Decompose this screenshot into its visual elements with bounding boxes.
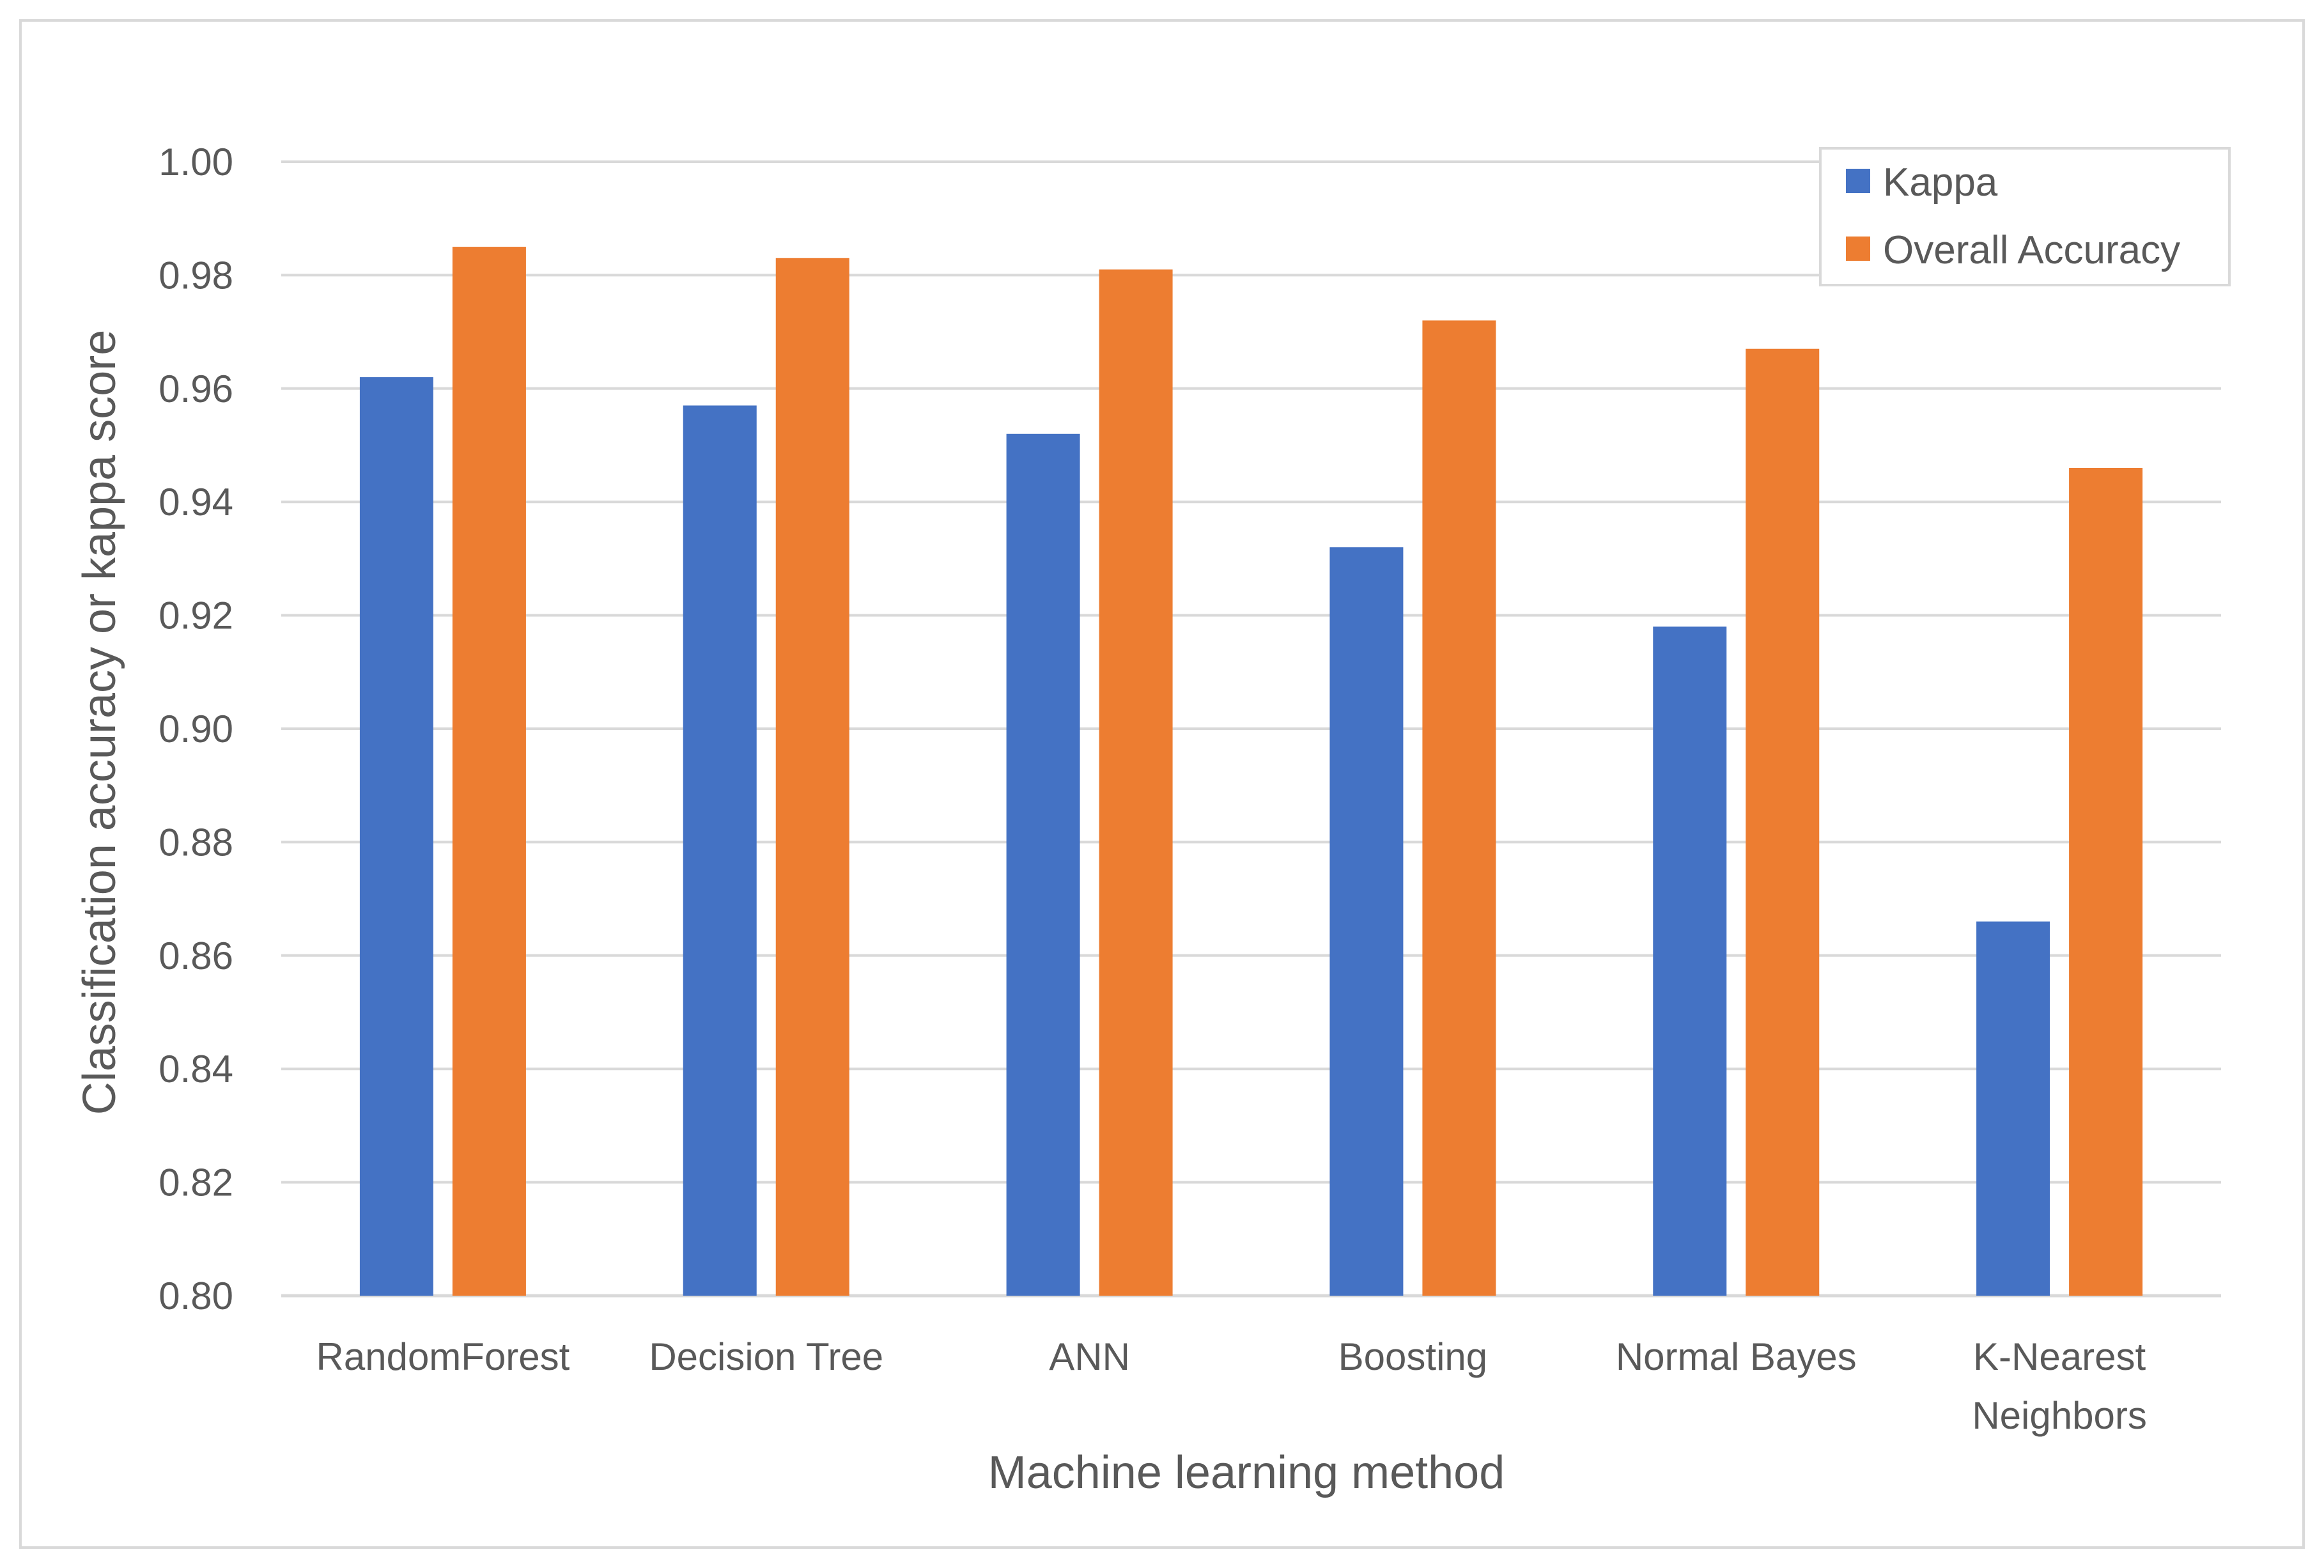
- bar-overall-accuracy-4: [1746, 348, 1820, 1296]
- legend-swatch-kappa: [1846, 169, 1870, 193]
- bar-kappa-1: [683, 405, 757, 1296]
- bars: [359, 247, 2143, 1296]
- gridlines: [281, 160, 2221, 1298]
- legend-label-overall-accuracy: Overall Accuracy: [1883, 228, 2180, 272]
- bar-overall-accuracy-0: [452, 247, 526, 1296]
- y-tick-label: 0.94: [159, 481, 233, 524]
- bar-kappa-5: [1976, 921, 2050, 1296]
- legend-box: [1819, 147, 2231, 286]
- legend: Kappa Overall Accuracy: [1819, 147, 2231, 286]
- x-category-label: K-Nearest: [1973, 1335, 2146, 1378]
- x-category-label: Decision Tree: [649, 1335, 883, 1378]
- y-tick-label: 0.96: [159, 368, 233, 410]
- bar-overall-accuracy-2: [1099, 269, 1173, 1296]
- bar-kappa-3: [1329, 547, 1404, 1296]
- x-category-label: RandomForest: [316, 1335, 570, 1378]
- y-axis-title: Classification accuracy or kappa score: [74, 330, 125, 1115]
- y-tick-label: 0.90: [159, 708, 233, 750]
- y-tick-label: 0.84: [159, 1048, 233, 1091]
- bar-overall-accuracy-3: [1422, 320, 1496, 1296]
- y-tick-labels: 0.80 0.82 0.84 0.86 0.88 0.90 0.92 0.94 0.96 0.98…: [159, 141, 233, 1317]
- legend-label-kappa: Kappa: [1883, 160, 1998, 205]
- y-tick-label: 0.86: [159, 935, 233, 977]
- x-category-label: ANN: [1049, 1335, 1130, 1378]
- bar-overall-accuracy-1: [775, 258, 849, 1296]
- y-tick-label: 0.88: [159, 821, 233, 864]
- y-tick-label: 0.98: [159, 254, 233, 297]
- bar-kappa-4: [1653, 626, 1727, 1296]
- x-category-label: Normal Bayes: [1616, 1335, 1857, 1378]
- bar-kappa-0: [359, 377, 433, 1296]
- y-tick-label: 0.80: [159, 1275, 233, 1317]
- y-tick-label: 0.82: [159, 1161, 233, 1204]
- bar-kappa-2: [1006, 433, 1080, 1296]
- x-category-label: Neighbors: [1972, 1394, 2147, 1437]
- x-category-labels: RandomForest Decision Tree ANN Boosting Norm…: [316, 1335, 2147, 1437]
- x-axis-title: Machine learning method: [988, 1447, 1505, 1498]
- y-tick-label: 1.00: [159, 141, 233, 183]
- x-category-label: Boosting: [1338, 1335, 1488, 1378]
- y-tick-label: 0.92: [159, 594, 233, 637]
- bar-overall-accuracy-5: [2069, 467, 2143, 1296]
- legend-swatch-overall-accuracy: [1846, 237, 1870, 261]
